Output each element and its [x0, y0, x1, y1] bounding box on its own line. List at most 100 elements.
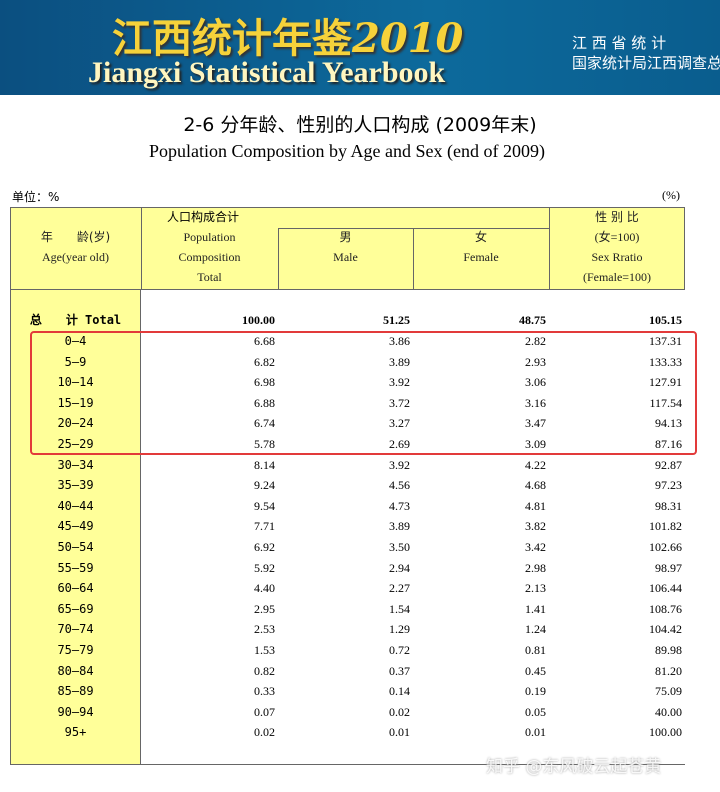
banner-title-cn: 江西统计年鉴 — [112, 15, 352, 62]
row-label: 10—14 — [57, 375, 94, 390]
banner-year: 2010 — [352, 15, 464, 62]
group-header: 人口构成合计 — [167, 210, 240, 224]
cell-value: 3.42 — [525, 540, 546, 554]
cell-value: 101.82 — [649, 519, 682, 534]
table-subtitle: Population Composition by Age and Sex (e… — [149, 141, 545, 161]
cell-value: 92.87 — [655, 457, 682, 472]
bottom-rule — [10, 764, 685, 765]
label-column — [10, 290, 141, 765]
cell-value: 127.91 — [649, 375, 682, 390]
cell-value: 87.16 — [655, 437, 682, 451]
col-rule — [549, 207, 550, 290]
cell-value: 0.37 — [389, 663, 410, 678]
cell-value: 3.92 — [389, 457, 410, 472]
row-label: 35—39 — [57, 478, 94, 493]
cell-value: 1.29 — [389, 622, 410, 637]
cell-value: 75.09 — [655, 684, 682, 699]
row-label: 70—74 — [57, 622, 94, 637]
cell-value: 100.00 — [649, 725, 682, 740]
cell-value: 0.81 — [525, 643, 546, 657]
row-label: 40—44 — [57, 498, 94, 513]
cell-value: 4.68 — [525, 478, 546, 493]
cell-value: 5.78 — [254, 437, 275, 451]
row-label: 60—64 — [57, 581, 94, 596]
cell-value: 40.00 — [655, 704, 682, 719]
row-label: 65—69 — [57, 601, 94, 616]
cell-value: 0.45 — [525, 663, 546, 678]
column-header: Composition — [178, 250, 241, 264]
table-title: 2-6 分年龄、性别的人口构成 (2009年末) — [183, 114, 537, 136]
row-label: 0—4 — [64, 334, 87, 348]
cell-value: 1.53 — [254, 643, 275, 657]
cell-value: 117.54 — [649, 395, 682, 410]
cell-value: 98.31 — [655, 498, 682, 513]
cell-value: 2.93 — [525, 354, 546, 369]
org-line: 国家统计局江西调查总 — [572, 54, 720, 72]
highlight-box — [30, 331, 697, 455]
row-label: 85—89 — [57, 684, 94, 699]
cell-value: 3.92 — [389, 375, 410, 390]
cell-value: 0.01 — [389, 725, 410, 740]
cell-value: 98.97 — [655, 560, 682, 575]
cell-value: 1.24 — [525, 622, 546, 637]
cell-value: 0.01 — [525, 725, 546, 740]
cell-value: 9.54 — [254, 498, 275, 513]
org-line: 江 西 省 统 计 — [572, 34, 667, 52]
cell-value: 6.82 — [254, 354, 275, 369]
row-label: 95+ — [64, 725, 87, 740]
row-label: 80—84 — [57, 663, 94, 678]
column-header: (女=100) — [594, 230, 640, 244]
col-rule — [413, 228, 414, 290]
cell-value: 4.56 — [389, 478, 410, 493]
cell-value: 8.14 — [254, 457, 275, 472]
cell-value: 6.98 — [254, 375, 275, 390]
cell-value: 6.74 — [254, 416, 275, 431]
cell-value: 3.82 — [525, 519, 546, 534]
cell-value: 3.09 — [525, 437, 546, 451]
banner-subtitle: Jiangxi Statistical Yearbook — [88, 56, 446, 89]
cell-value: 0.07 — [254, 704, 275, 719]
banner: 江西统计年鉴2010 Jiangxi Statistical Yearbook … — [0, 0, 720, 95]
column-header: 性 别 比 — [595, 210, 639, 224]
row-label: 75—79 — [57, 643, 94, 657]
table: 人口构成合计 年 龄(岁) Age(year old) Population Comp… — [10, 207, 685, 765]
cell-value: 9.24 — [254, 478, 275, 493]
cell-value: 105.15 — [649, 313, 682, 327]
cell-value: 1.41 — [525, 601, 546, 616]
cell-value: 2.98 — [525, 560, 546, 575]
column-header: Population — [183, 230, 236, 244]
cell-value: 4.81 — [525, 498, 546, 513]
cell-value: 2.27 — [389, 581, 410, 596]
cell-value: 2.82 — [525, 334, 546, 348]
row-label: 5—9 — [64, 354, 87, 369]
column-header: Sex Rratio — [591, 250, 643, 264]
column-header: 女 — [474, 230, 487, 244]
column-header: Male — [333, 250, 358, 264]
cell-value: 2.53 — [254, 622, 275, 637]
cell-value: 3.89 — [389, 519, 410, 534]
cell-value: 2.94 — [389, 560, 410, 575]
row-label: 总 计 Total — [29, 313, 122, 327]
cell-value: 100.00 — [242, 313, 275, 327]
cell-value: 3.27 — [389, 416, 410, 431]
cell-value: 102.66 — [649, 540, 682, 554]
banner-title: 江西统计年鉴2010 — [112, 6, 463, 64]
cell-value: 104.42 — [649, 622, 682, 637]
cell-value: 6.68 — [254, 334, 275, 348]
cell-value: 3.06 — [525, 375, 546, 390]
cell-value: 4.22 — [525, 457, 546, 472]
cell-value: 106.44 — [649, 581, 682, 596]
cell-value: 0.05 — [525, 704, 546, 719]
cell-value: 0.82 — [254, 663, 275, 678]
cell-value: 4.73 — [389, 498, 410, 513]
cell-value: 48.75 — [519, 313, 546, 327]
row-label: 20—24 — [57, 416, 94, 431]
table-header — [10, 207, 685, 290]
row-label: 15—19 — [57, 395, 94, 410]
cell-value: 137.31 — [649, 334, 682, 348]
cell-value: 81.20 — [655, 663, 682, 678]
cell-value: 3.47 — [525, 416, 546, 431]
cell-value: 6.92 — [254, 540, 275, 554]
row-label: 30—34 — [57, 457, 94, 472]
